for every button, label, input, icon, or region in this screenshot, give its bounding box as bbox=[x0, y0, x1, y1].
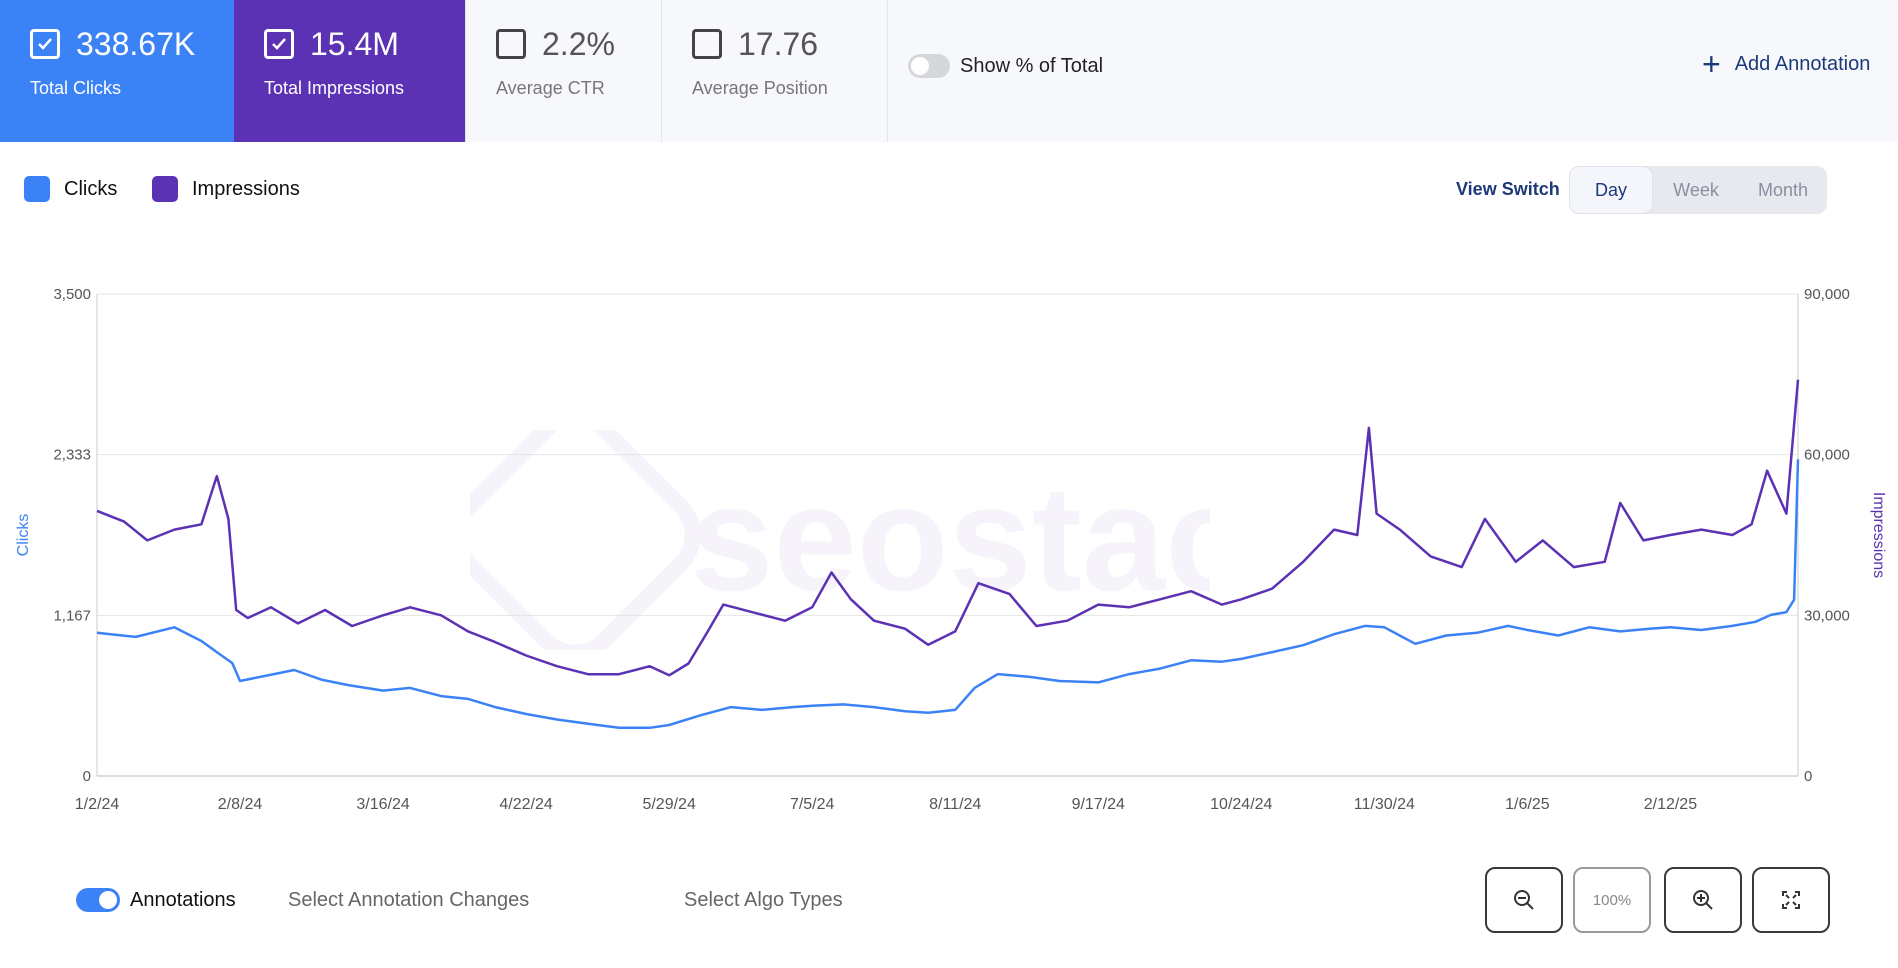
checkbox-icon[interactable] bbox=[692, 29, 722, 59]
legend-impressions[interactable]: Impressions bbox=[152, 176, 300, 202]
select-algo-types[interactable]: Select Algo Types bbox=[684, 889, 843, 911]
y-left-tick-label: 0 bbox=[83, 768, 91, 785]
x-tick-label: 5/29/24 bbox=[642, 796, 695, 813]
annotations-label: Annotations bbox=[130, 889, 236, 911]
metric-label: Total Impressions bbox=[264, 78, 405, 98]
x-tick-label: 3/16/24 bbox=[356, 796, 409, 813]
x-tick-label: 8/11/24 bbox=[929, 796, 981, 813]
right-axis-ticks: 0 30,000 60,000 90,000 bbox=[1804, 286, 1850, 785]
x-tick-label: 7/5/24 bbox=[790, 796, 835, 813]
legend-clicks[interactable]: Clicks bbox=[24, 176, 117, 202]
x-tick-label: 1/6/25 bbox=[1505, 796, 1550, 813]
metric-total-clicks[interactable]: 338.67K Total Clicks bbox=[0, 0, 234, 142]
x-tick-label: 9/17/24 bbox=[1072, 796, 1125, 813]
y-right-tick-label: 30,000 bbox=[1804, 607, 1850, 624]
x-tick-label: 11/30/24 bbox=[1354, 796, 1415, 813]
checkbox-icon[interactable] bbox=[264, 29, 294, 59]
x-tick-label: 10/24/24 bbox=[1210, 796, 1272, 813]
legend-label: Impressions bbox=[192, 177, 300, 200]
add-annotation-label: Add Annotation bbox=[1734, 52, 1871, 75]
zoom-out-button[interactable] bbox=[1485, 867, 1563, 933]
y-right-tick-label: 90,000 bbox=[1804, 286, 1850, 303]
toggle-knob bbox=[911, 57, 929, 75]
zoom-out-icon bbox=[1514, 890, 1534, 910]
x-axis-ticks: 1/2/24 2/8/24 3/16/24 4/22/24 5/29/24 7/5/24 8… bbox=[75, 796, 1697, 813]
chart-lines bbox=[96, 379, 1800, 730]
checkbox-icon[interactable] bbox=[496, 29, 526, 59]
legend-swatch bbox=[24, 176, 50, 202]
add-annotation-button[interactable]: + Add Annotation bbox=[1702, 46, 1871, 82]
fullscreen-button[interactable] bbox=[1752, 867, 1830, 933]
x-tick-label: 4/22/24 bbox=[499, 796, 552, 813]
y-right-tick-label: 60,000 bbox=[1804, 447, 1850, 464]
series-line-clicks bbox=[96, 459, 1800, 730]
y-left-tick-label: 2,333 bbox=[53, 447, 91, 464]
fullscreen-icon bbox=[1782, 891, 1800, 909]
select-annotation-changes[interactable]: Select Annotation Changes bbox=[288, 889, 530, 911]
legend-label: Clicks bbox=[64, 177, 118, 200]
metric-average-position[interactable]: 17.76 Average Position bbox=[662, 0, 888, 142]
checkbox-icon[interactable] bbox=[30, 29, 60, 59]
left-axis-ticks: 0 1,167 2,333 3,500 bbox=[53, 286, 91, 785]
view-day-button[interactable]: Day bbox=[1569, 166, 1653, 214]
metric-value: 338.67K bbox=[76, 26, 196, 62]
x-tick-label: 2/8/24 bbox=[218, 796, 263, 813]
y-left-tick-label: 3,500 bbox=[53, 286, 91, 303]
view-week-button[interactable]: Week bbox=[1673, 179, 1719, 200]
show-pct-label: Show % of Total bbox=[960, 55, 1104, 77]
x-tick-label: 1/2/24 bbox=[75, 796, 120, 813]
x-tick-label: 2/12/25 bbox=[1644, 796, 1697, 813]
series-line-impressions bbox=[96, 379, 1800, 677]
legend-swatch bbox=[152, 176, 178, 202]
metric-value: 2.2% bbox=[542, 26, 615, 62]
plus-icon: + bbox=[1702, 46, 1721, 82]
view-switch-label: View Switch bbox=[1456, 179, 1560, 199]
metric-value: 15.4M bbox=[310, 26, 399, 62]
annotations-toggle[interactable] bbox=[76, 888, 120, 912]
metric-label: Average CTR bbox=[496, 78, 605, 98]
zoom-level[interactable]: 100% bbox=[1573, 867, 1651, 933]
y-right-tick-label: 0 bbox=[1804, 768, 1812, 785]
metric-average-ctr[interactable]: 2.2% Average CTR bbox=[465, 0, 662, 142]
metrics-bar: 338.67K Total Clicks 15.4M Total Impress… bbox=[0, 0, 1898, 142]
metric-label: Average Position bbox=[692, 78, 828, 98]
metric-label: Total Clicks bbox=[30, 78, 122, 98]
metric-value: 17.76 bbox=[738, 26, 819, 62]
view-switch: Day Week Month bbox=[1569, 166, 1827, 214]
toggle-knob bbox=[99, 891, 117, 909]
chart-grid bbox=[96, 293, 1799, 777]
y-axis-left-label: Clicks bbox=[15, 514, 32, 557]
zoom-in-button[interactable] bbox=[1664, 867, 1742, 933]
show-pct-toggle[interactable] bbox=[908, 54, 950, 78]
view-month-button[interactable]: Month bbox=[1757, 179, 1809, 200]
zoom-in-icon bbox=[1693, 890, 1713, 910]
metric-total-impressions[interactable]: 15.4M Total Impressions bbox=[234, 0, 465, 142]
y-axis-right-label: Impressions bbox=[1870, 492, 1887, 578]
line-chart: 0 1,167 2,333 3,500 0 30,000 60,000 90,000 1/2… bbox=[15, 286, 1887, 813]
y-left-tick-label: 1,167 bbox=[53, 607, 91, 624]
